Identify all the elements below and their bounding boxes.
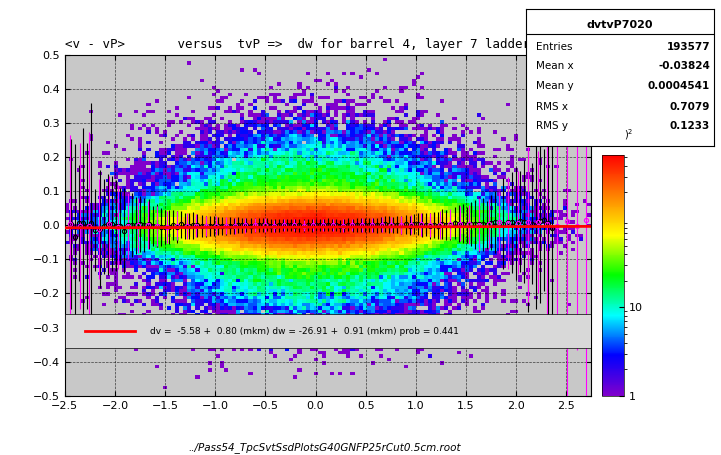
Text: Mean y: Mean y: [536, 81, 573, 91]
Bar: [65, 314, 591, 348]
Text: 0.0004541: 0.0004541: [647, 81, 710, 91]
Text: RMS y: RMS y: [536, 121, 567, 131]
Text: 193577: 193577: [666, 42, 710, 52]
Text: 0.7079: 0.7079: [670, 102, 710, 112]
Text: Entries: Entries: [536, 42, 572, 52]
Text: -0.03824: -0.03824: [658, 61, 710, 71]
Text: dvtvP7020: dvtvP7020: [587, 20, 653, 30]
Text: <v - vP>       versus  tvP =>  dw for barrel 4, layer 7 ladder 20, all wafers: <v - vP> versus tvP => dw for barrel 4, …: [65, 38, 642, 51]
Text: RMS x: RMS x: [536, 102, 567, 112]
Text: Mean x: Mean x: [536, 61, 573, 71]
Text: )$^2$: )$^2$: [624, 127, 633, 142]
Text: 0.1233: 0.1233: [670, 121, 710, 131]
Text: ../Pass54_TpcSvtSsdPlotsG40GNFP25rCut0.5cm.root: ../Pass54_TpcSvtSsdPlotsG40GNFP25rCut0.5…: [188, 442, 461, 453]
Text: dv =  -5.58 +  0.80 (mkm) dw = -26.91 +  0.91 (mkm) prob = 0.441: dv = -5.58 + 0.80 (mkm) dw = -26.91 + 0.…: [150, 327, 459, 335]
